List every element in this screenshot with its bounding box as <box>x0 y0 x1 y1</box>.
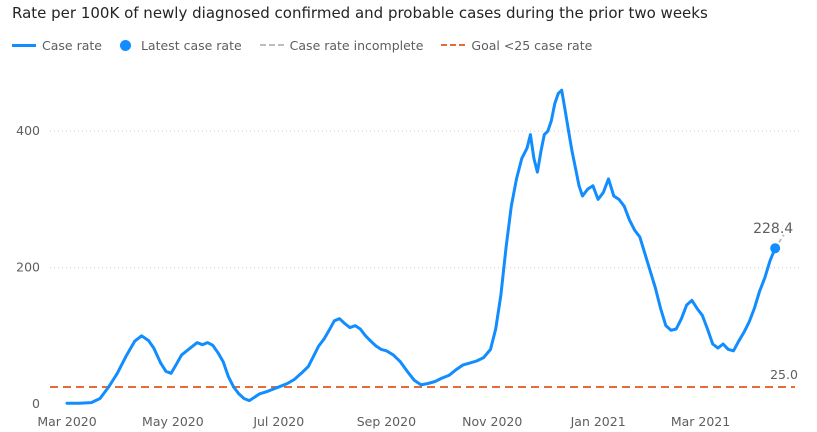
legend-label-case-rate: Case rate <box>42 37 102 53</box>
x-tick-label: Nov 2020 <box>462 414 522 429</box>
legend-label-latest-case-rate: Latest case rate <box>140 37 242 53</box>
latest-value-label: 228.4 <box>753 221 793 237</box>
legend-item-case-rate-incomplete[interactable]: Case rate incomplete <box>259 37 424 53</box>
goal-value-label: 25.0 <box>770 367 798 382</box>
y-tick-label: 200 <box>16 260 40 275</box>
y-tick-label: 0 <box>32 396 40 411</box>
legend-label-case-rate-incomplete: Case rate incomplete <box>289 37 424 53</box>
x-tick-label: Jul 2020 <box>252 414 304 429</box>
legend-item-latest-case-rate[interactable]: Latest case rate <box>119 37 242 53</box>
case-rate-line <box>65 88 777 405</box>
chart-title: Rate per 100K of newly diagnosed confirm… <box>12 4 708 22</box>
x-tick-label: Jan 2021 <box>570 414 626 429</box>
incomplete-dash-swatch-icon <box>259 44 284 46</box>
latest-dot-swatch-icon <box>119 39 131 51</box>
x-tick-label: Mar 2021 <box>671 414 730 429</box>
x-tick-label: Sep 2020 <box>357 414 416 429</box>
x-tick-label: Mar 2020 <box>37 414 96 429</box>
legend: Case rate Latest case rate Case rate inc… <box>12 36 610 54</box>
legend-label-goal: Goal <25 case rate <box>471 37 593 53</box>
y-tick-label: 400 <box>16 123 40 138</box>
latest-case-rate-point[interactable] <box>770 243 781 254</box>
goal-dash-swatch-icon <box>441 44 466 46</box>
case-rate-swatch-icon <box>12 43 36 47</box>
legend-item-case-rate[interactable]: Case rate <box>12 38 102 53</box>
legend-item-goal[interactable]: Goal <25 case rate <box>441 38 592 53</box>
x-tick-label: May 2020 <box>142 414 204 429</box>
